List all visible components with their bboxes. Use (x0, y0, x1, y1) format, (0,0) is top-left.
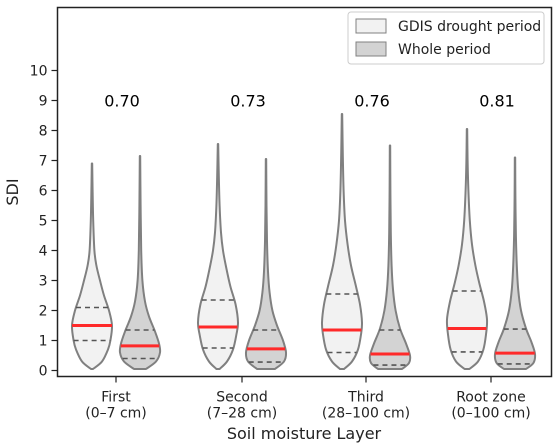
violin-whole-2 (244, 158, 288, 370)
violin-gdis-4 (445, 128, 489, 370)
y-axis-title: SDI (3, 178, 22, 205)
y-tick-label-9: 9 (39, 94, 48, 110)
y-tick-label-2: 2 (39, 304, 48, 320)
x-tick-label-1-line2: (0–7 cm) (85, 406, 147, 422)
y-tick-label-10: 10 (30, 64, 48, 80)
x-tick-label-3-line2: (28–100 cm) (322, 406, 410, 422)
x-tick-label-2-line1: Second (216, 390, 268, 406)
x-tick-label-1-line1: First (101, 390, 131, 406)
violin-gdis-3 (320, 113, 364, 370)
correlation-annotation-4: 0.81 (479, 92, 515, 111)
y-tick-label-4: 4 (39, 244, 48, 260)
correlation-annotation-1: 0.70 (104, 92, 140, 111)
violin-gdis-2 (196, 143, 240, 370)
y-tick-label-1: 1 (39, 334, 48, 350)
y-tick-label-6: 6 (39, 184, 48, 200)
axes: 0 1 2 3 4 5 6 7 8 9 10 First(0–7 cm) Second(7–28 cm)… (30, 64, 531, 422)
plot-frame (56, 6, 553, 378)
correlation-annotation-2: 0.73 (230, 92, 266, 111)
violin-whole-1 (118, 155, 162, 370)
y-tick-label-5: 5 (39, 214, 48, 230)
x-tick-label-4-line2: (0–100 cm) (451, 406, 530, 422)
violin-gdis-1 (70, 162, 114, 370)
plot-area: 0.70 0.73 0.76 0.81 (70, 92, 537, 370)
legend-swatch-gdis (355, 18, 387, 34)
legend-swatch-whole (355, 41, 387, 57)
x-tick-label-3-line1: Third (347, 390, 384, 406)
y-tick-label-0: 0 (39, 364, 48, 380)
x-axis-title: Soil moisture Layer (227, 424, 382, 443)
violin-whole-4 (493, 156, 537, 370)
x-tick-label-4-line1: Root zone (456, 390, 526, 406)
x-tick-label-2-line2: (7–28 cm) (207, 406, 277, 422)
y-tick-label-7: 7 (39, 154, 48, 170)
y-tick-label-8: 8 (39, 124, 48, 140)
legend-label-whole: Whole period (398, 42, 491, 58)
y-tick-label-3: 3 (39, 274, 48, 290)
violin-whole-3 (368, 144, 412, 370)
legend-frame (347, 11, 545, 65)
legend: GDIS drought period Whole period (347, 11, 545, 65)
correlation-annotation-3: 0.76 (354, 92, 390, 111)
legend-label-gdis: GDIS drought period (398, 19, 541, 35)
